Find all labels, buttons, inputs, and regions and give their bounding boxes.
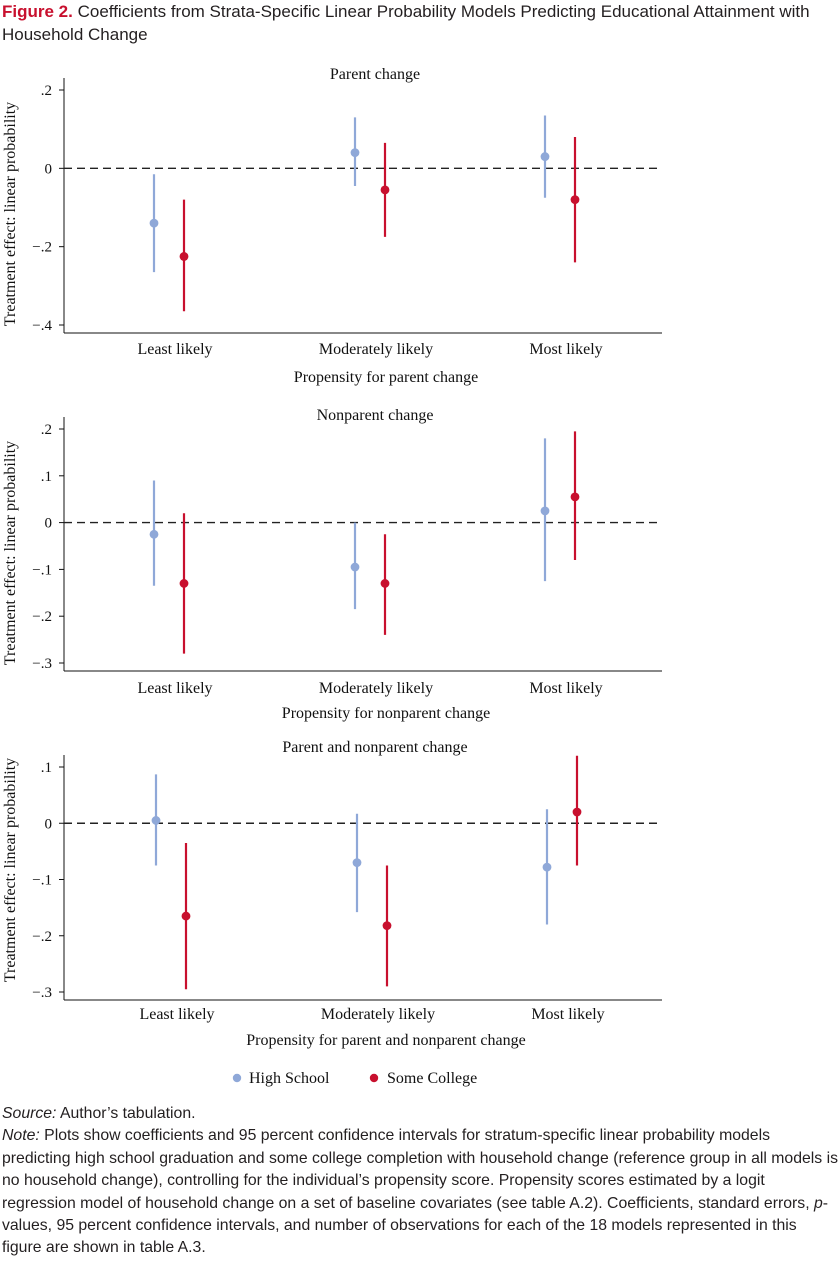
data-point — [179, 252, 189, 261]
y-tick-label: −.2 — [32, 240, 52, 256]
x-category-label: Least likely — [137, 341, 212, 358]
data-point — [382, 921, 392, 931]
y-tick-label: −.2 — [32, 609, 52, 625]
y-axis-label: Treatment effect: linear probability — [2, 441, 19, 665]
data-point — [149, 218, 159, 228]
x-category-label: Moderately likely — [319, 680, 433, 697]
legend-marker-some-college — [369, 1073, 379, 1083]
y-tick-label: .2 — [41, 422, 52, 438]
y-axis-label: Treatment effect: linear probability — [2, 758, 19, 982]
x-category-label: Least likely — [139, 1006, 214, 1023]
y-tick-label: .1 — [41, 469, 52, 485]
panel-3: Parent and nonparent change .1 0 −.1 −.2 −.3 L… — [2, 739, 662, 1049]
x-category-label: Most likely — [529, 341, 602, 358]
y-tick-label: .2 — [41, 83, 52, 99]
chart-panels: Parent change .2 0 −.2 −.4 Least likely Modera… — [2, 66, 662, 1049]
data-point — [540, 152, 550, 161]
figure-chart-area: Parent change .2 0 −.2 −.4 Least likely Modera… — [2, 66, 662, 1087]
data-point — [540, 506, 550, 516]
source-label: Source: — [2, 1105, 57, 1122]
panel-2: Nonparent change .2 .1 0 −.1 −.2 −.3 Least like… — [2, 407, 662, 722]
data-point — [179, 579, 189, 588]
figure-notes: Source: Author’s tabulation. Note: Plots… — [2, 1103, 840, 1260]
source-text: Author’s tabulation. — [56, 1105, 196, 1122]
note-text-2: -values, 95 percent confidence intervals… — [2, 1194, 829, 1257]
data-point — [350, 148, 360, 158]
note-text-1: Plots show coefficients and 95 percent c… — [2, 1127, 838, 1212]
x-category-label: Least likely — [137, 680, 212, 697]
figure-title-text: Coefficients from Strata-Specific Linear… — [2, 2, 810, 44]
x-category-label: Most likely — [531, 1006, 604, 1023]
y-tick-label: −.1 — [32, 562, 52, 578]
x-category-label: Most likely — [529, 680, 602, 697]
note-paragraph: Note: Plots show coefficients and 95 per… — [2, 1125, 840, 1259]
series-some-college — [179, 137, 580, 312]
x-axis-label: Propensity for nonparent change — [282, 705, 490, 722]
series-high-school — [149, 438, 550, 610]
data-point — [380, 579, 390, 588]
x-category-label: Moderately likely — [319, 341, 433, 358]
x-axis-label: Propensity for parent change — [294, 369, 478, 386]
y-tick-label: −.3 — [32, 985, 52, 1001]
y-tick-label: 0 — [45, 516, 53, 532]
series-high-school — [149, 115, 550, 273]
data-point — [181, 911, 191, 921]
data-point — [350, 562, 360, 572]
legend-label-high-school: High School — [249, 1070, 330, 1087]
x-axis-label: Propensity for parent and nonparent chan… — [246, 1032, 525, 1049]
y-tick-label: 0 — [45, 161, 53, 177]
y-tick-label: −.2 — [32, 929, 52, 945]
data-point — [352, 858, 362, 868]
panel-title: Parent change — [330, 66, 420, 83]
y-tick-label: 0 — [45, 816, 53, 832]
data-point — [570, 492, 580, 502]
data-point — [570, 195, 580, 205]
series-some-college — [181, 755, 582, 990]
legend-marker-high-school — [232, 1073, 242, 1083]
panel-title: Nonparent change — [317, 407, 434, 424]
data-point — [572, 807, 582, 817]
data-point — [151, 816, 161, 825]
y-axis-label: Treatment effect: linear probability — [2, 102, 19, 326]
series-high-school — [151, 774, 552, 925]
panel-title: Parent and nonparent change — [282, 739, 467, 756]
legend: High School Some College — [232, 1070, 477, 1087]
y-tick-label: −.4 — [32, 318, 52, 334]
legend-label-some-college: Some College — [387, 1070, 477, 1087]
y-tick-label: −.1 — [32, 873, 52, 889]
y-tick-label: .1 — [41, 760, 52, 776]
x-category-label: Moderately likely — [321, 1006, 435, 1023]
y-tick-label: −.3 — [32, 656, 52, 672]
series-some-college — [179, 431, 580, 654]
figure-label: Figure 2. — [2, 2, 73, 21]
note-label: Note: — [2, 1127, 40, 1145]
source-line: Source: Author’s tabulation. — [2, 1103, 840, 1125]
data-point — [542, 862, 552, 872]
data-point — [149, 529, 159, 539]
figure-title: Figure 2. Coefficients from Strata-Speci… — [2, 0, 838, 46]
data-point — [380, 185, 390, 195]
panel-1: Parent change .2 0 −.2 −.4 Least likely Modera… — [2, 66, 662, 386]
note-italic-p: p — [813, 1194, 823, 1212]
